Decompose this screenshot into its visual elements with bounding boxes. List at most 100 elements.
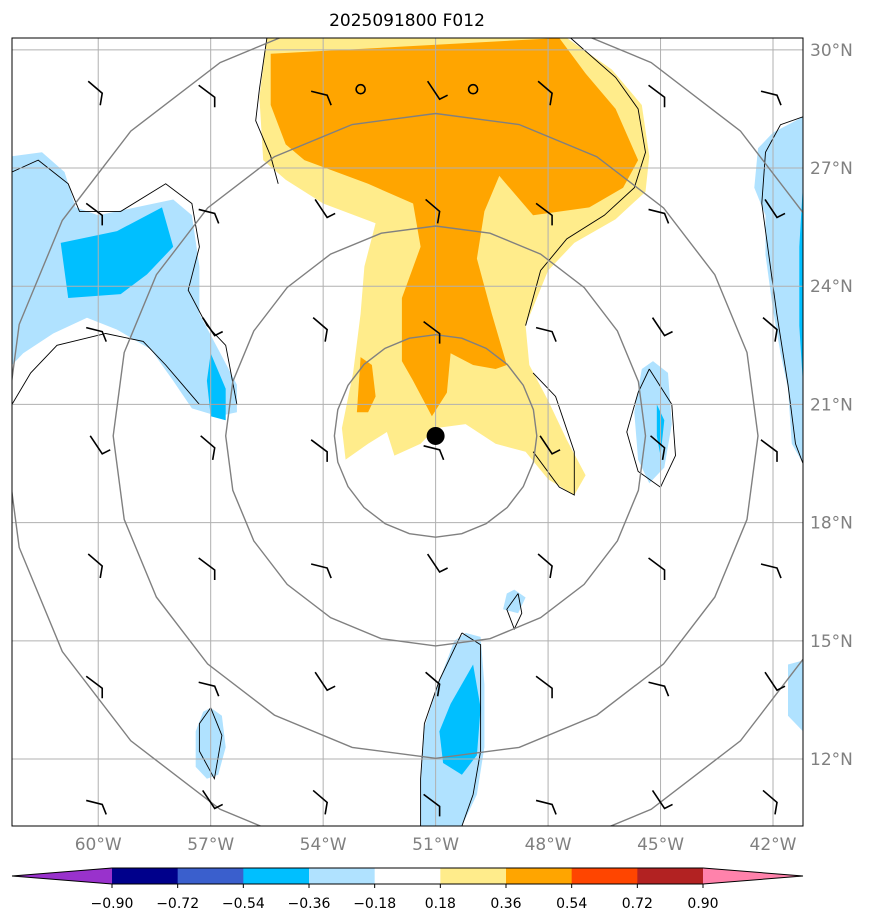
colorbar-segment-2 (177, 868, 244, 884)
storm-center-marker (426, 426, 445, 445)
lat-tick-label-3: 21°N (810, 395, 853, 415)
colorbar-tick-label-9: 0.90 (687, 896, 718, 912)
colorbar-tick-label-2: −0.54 (222, 896, 265, 912)
wind-barb-10 (425, 198, 441, 224)
colorbar-tick-label-4: −0.18 (353, 896, 396, 912)
map-plot-area (12, 38, 803, 826)
wind-barb-24 (423, 445, 445, 461)
shaded-region-13 (439, 664, 481, 775)
colorbar-segment-4 (309, 868, 376, 884)
wind-barb-4 (537, 80, 553, 106)
contour-line-8 (761, 116, 803, 464)
range-ring-2 (112, 112, 759, 760)
wind-barb-14 (86, 326, 107, 342)
lon-tick-label-4: 48°W (525, 835, 572, 855)
wind-barb-39 (535, 675, 553, 699)
wind-barb-9 (314, 198, 336, 219)
lon-tick-label-6: 42°W (750, 835, 797, 855)
lon-tick-label-0: 60°W (75, 835, 122, 855)
wind-barb-23 (310, 439, 328, 462)
colorbar-tick-label-5: 0.18 (425, 896, 456, 912)
shaded-region-11 (206, 353, 226, 421)
lat-tick-label-2: 24°N (810, 277, 853, 297)
wind-barb-28 (87, 553, 104, 579)
shaded-region-2 (356, 357, 376, 413)
wind-barb-34 (760, 563, 782, 579)
longitude-tick-labels: 60°W 57°W 54°W 51°W 48°W 45°W 42°W (75, 835, 797, 855)
colorbar-tick-label-0: −0.90 (91, 896, 134, 912)
wind-barb-1 (198, 84, 216, 108)
colorbar-tick-label-3: −0.36 (288, 896, 331, 912)
lat-tick-label-4: 18°N (810, 514, 853, 534)
colorbar: −0.90 −0.72 −0.54 −0.36 −0.18 0.18 0.36 0.54 0.7… (11, 867, 804, 912)
colorbar-extend-high (703, 868, 803, 884)
contour-line-3 (12, 159, 238, 405)
contour-line-5 (461, 632, 482, 826)
range-ring-1 (224, 225, 647, 647)
wind-barb-21 (89, 435, 111, 455)
lat-tick-label-6: 12°N (810, 750, 853, 770)
contour-line-4 (626, 368, 676, 488)
wind-barb-18 (535, 326, 557, 342)
wind-barb-13 (764, 198, 786, 219)
wind-barb-46 (535, 799, 557, 815)
colorbar-segment-5 (374, 868, 441, 884)
contour-line-6 (420, 632, 463, 826)
wind-barb-17 (423, 320, 441, 344)
wind-barb-27 (760, 439, 778, 462)
colorbar-extend-low (12, 868, 112, 884)
wind-barb-44 (312, 789, 329, 815)
lat-tick-label-5: 15°N (810, 632, 853, 652)
wind-barb-40 (648, 681, 670, 697)
wind-barb-0 (87, 80, 104, 106)
colorbar-segment-9 (637, 868, 704, 884)
lon-tick-label-1: 57°W (187, 835, 234, 855)
contour-line-0 (255, 38, 279, 184)
wind-barb-33 (648, 557, 666, 581)
wind-barb-38 (425, 671, 441, 697)
wind-barb-5 (648, 84, 666, 108)
colorbar-segment-3 (243, 868, 310, 884)
wind-barb-11 (535, 202, 553, 226)
colorbar-segment-6 (440, 868, 507, 884)
wind-barb-15 (202, 317, 224, 337)
chart-title: 2025091800 F012 (329, 11, 485, 31)
contour-line-2 (532, 372, 575, 496)
wind-barb-42 (86, 799, 107, 815)
wind-barb-35 (85, 675, 104, 699)
wind-barb-43 (202, 789, 224, 810)
shaded-region-9 (788, 660, 803, 732)
open-circle-marker-1 (355, 83, 366, 95)
colorbar-tick-label-6: 0.36 (490, 896, 521, 912)
range-ring-0 (333, 333, 538, 538)
open-circle-marker-2 (467, 83, 479, 95)
lon-tick-label-5: 45°W (637, 835, 684, 855)
colorbar-segment-7 (506, 868, 573, 884)
range-ring-3 (12, 38, 803, 826)
wind-barb-20 (762, 317, 778, 342)
wind-barb-31 (426, 553, 448, 574)
wind-barb-47 (651, 789, 673, 810)
wind-barbs (85, 80, 786, 817)
latitude-tick-labels: 30°N 27°N 24°N 21°N 18°N 15°N 12°N (810, 41, 853, 770)
wind-barb-7 (85, 202, 104, 226)
contour-line-7 (198, 707, 223, 781)
wind-barb-3 (426, 80, 448, 101)
lon-tick-label-2: 54°W (300, 835, 347, 855)
colorbar-tick-label-8: 0.72 (622, 896, 653, 912)
wind-barb-6 (760, 90, 782, 106)
wind-barb-37 (314, 671, 336, 692)
wind-barb-45 (423, 793, 441, 817)
colorbar-tick-label-1: −0.72 (156, 896, 199, 912)
shaded-region-5 (754, 116, 803, 464)
wind-barb-41 (764, 671, 786, 692)
colorbar-segment-8 (571, 868, 638, 884)
lat-tick-label-1: 27°N (810, 159, 853, 179)
wind-barb-36 (198, 681, 220, 697)
lat-lon-gridlines (12, 38, 803, 826)
wind-barb-16 (312, 317, 329, 342)
lat-tick-label-0: 30°N (810, 41, 853, 61)
shaded-regions (12, 38, 803, 826)
lon-tick-label-3: 51°W (412, 835, 459, 855)
